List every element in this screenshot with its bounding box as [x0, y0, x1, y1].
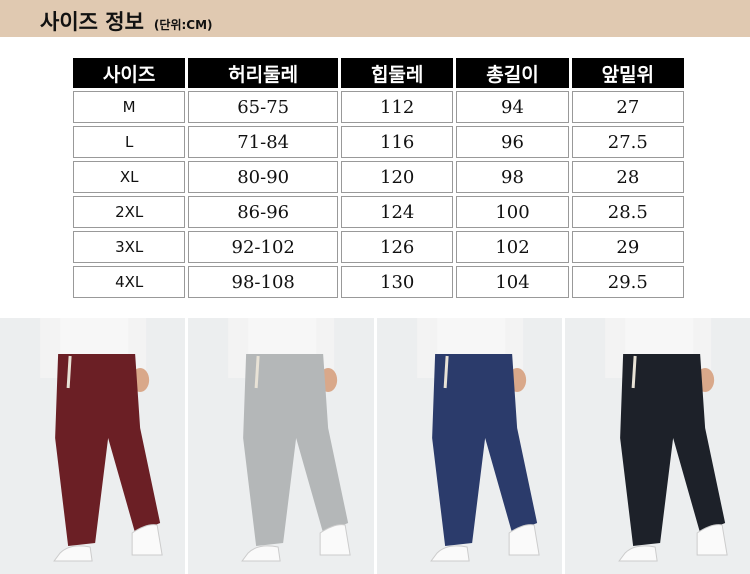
table-cell: 86-96 — [188, 196, 339, 228]
table-cell: 29.5 — [571, 266, 684, 298]
table-row: L 71-84 116 96 27.5 — [73, 126, 684, 158]
table-cell: 28.5 — [571, 196, 684, 228]
table-cell: XL — [73, 161, 186, 193]
pants-image — [604, 318, 728, 562]
col-rise: 앞밑위 — [571, 58, 684, 88]
table-cell: 29 — [571, 231, 684, 263]
table-row: 2XL 86-96 124 100 28.5 — [73, 196, 684, 228]
header-band — [0, 0, 750, 37]
table-cell: 100 — [456, 196, 569, 228]
table-cell: 3XL — [73, 231, 186, 263]
table-row: XL 80-90 120 98 28 — [73, 161, 684, 193]
col-hip: 힙둘레 — [341, 58, 454, 88]
table-cell: 112 — [341, 91, 454, 123]
table-cell: 28 — [571, 161, 684, 193]
table-cell: 27.5 — [571, 126, 684, 158]
table-cell: 98-108 — [188, 266, 339, 298]
title-text: 사이즈 정보 — [40, 10, 144, 34]
table-cell: 120 — [341, 161, 454, 193]
table-cell: 116 — [341, 126, 454, 158]
product-photo-black — [564, 318, 750, 574]
col-waist: 허리둘레 — [188, 58, 339, 88]
product-photo-light-grey — [188, 318, 374, 574]
table-row: M 65-75 112 94 27 — [73, 91, 684, 123]
table-cell: 80-90 — [188, 161, 339, 193]
table-cell: 94 — [456, 91, 569, 123]
pants-image — [40, 318, 163, 562]
col-size: 사이즈 — [73, 58, 186, 88]
table-cell: 102 — [456, 231, 569, 263]
table-cell: 4XL — [73, 266, 186, 298]
unit-label: (단위:CM) — [153, 18, 213, 32]
table-header-row: 사이즈 허리둘레 힙둘레 총길이 앞밑위 — [73, 58, 684, 88]
table-row: 4XL 98-108 130 104 29.5 — [73, 266, 684, 298]
product-photo-burgundy — [0, 318, 186, 574]
table-cell: 124 — [341, 196, 454, 228]
table-cell: 130 — [341, 266, 454, 298]
table-cell: 92-102 — [188, 231, 339, 263]
pants-image — [416, 318, 540, 562]
table-cell: 27 — [571, 91, 684, 123]
table-cell: M — [73, 91, 186, 123]
product-photos — [0, 318, 750, 574]
table-cell: 96 — [456, 126, 569, 158]
table-cell: L — [73, 126, 186, 158]
product-photo-navy — [376, 318, 562, 574]
page-title: 사이즈 정보 (단위:CM) — [40, 6, 213, 36]
table-cell: 126 — [341, 231, 454, 263]
table-cell: 104 — [456, 266, 569, 298]
table-cell: 71-84 — [188, 126, 339, 158]
size-table: 사이즈 허리둘레 힙둘레 총길이 앞밑위 M 65-75 112 94 27 L 71-84… — [70, 55, 687, 301]
table-cell: 98 — [456, 161, 569, 193]
table-cell: 2XL — [73, 196, 186, 228]
table-cell: 65-75 — [188, 91, 339, 123]
col-length: 총길이 — [456, 58, 569, 88]
table-row: 3XL 92-102 126 102 29 — [73, 231, 684, 263]
pants-image — [228, 318, 351, 562]
